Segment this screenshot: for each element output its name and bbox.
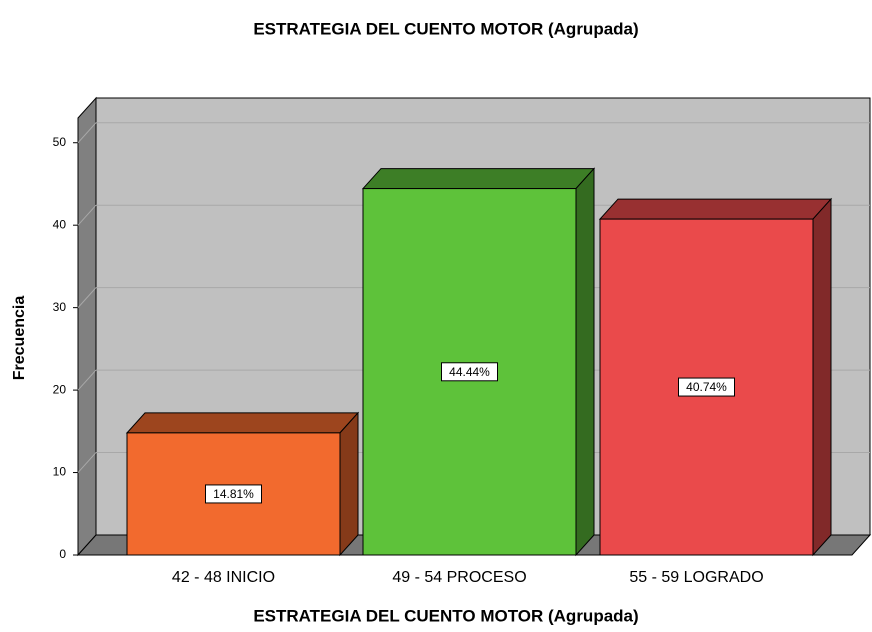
bar-top <box>125 412 360 434</box>
bar-side <box>812 197 832 557</box>
y-tick-label: 20 <box>53 382 67 396</box>
y-tick-label: 50 <box>53 135 67 149</box>
value-label-box <box>205 484 262 504</box>
bar-top <box>361 168 596 190</box>
x-tick-label: 42 - 48 INICIO <box>172 569 275 586</box>
grid-line <box>77 204 97 226</box>
value-label: 44.44% <box>449 365 490 379</box>
x-axis-title: ESTRATEGIA DEL CUENTO MOTOR (Agrupada) <box>253 606 638 625</box>
value-label-box <box>441 362 498 382</box>
left-wall <box>77 96 97 557</box>
y-tick-label: 40 <box>53 217 67 231</box>
chart-title: ESTRATEGIA DEL CUENTO MOTOR (Agrupada) <box>253 19 638 38</box>
bar <box>125 411 360 557</box>
y-axis-title: Frecuencia <box>11 296 28 381</box>
x-tick-label: 49 - 54 PROCESO <box>392 569 526 586</box>
value-label-box <box>678 377 735 397</box>
x-tick-label: 55 - 59 LOGRADO <box>629 569 763 586</box>
grid-line <box>77 452 97 473</box>
value-label: 40.74% <box>686 380 727 394</box>
y-tick-label: 10 <box>53 465 67 479</box>
bar <box>361 167 596 557</box>
grid-line <box>77 369 97 391</box>
grid-line <box>77 287 97 308</box>
y-tick-label: 30 <box>53 300 67 314</box>
y-tick-label: 0 <box>59 547 66 561</box>
bar-side <box>575 167 595 557</box>
bar-top <box>598 198 833 220</box>
grid-line <box>77 122 97 144</box>
bar <box>598 197 833 557</box>
value-label: 14.81% <box>213 487 254 501</box>
bar-side <box>339 411 359 557</box>
